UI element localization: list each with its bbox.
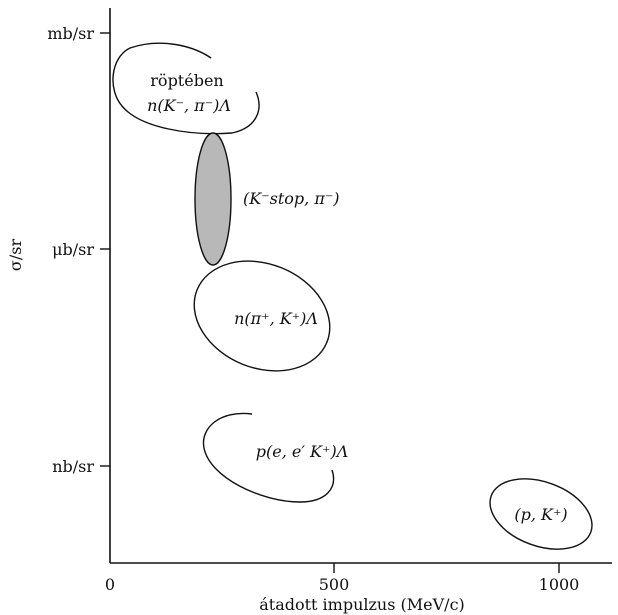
region-stopped-kaon-label: (K⁻stop, π⁻) [243,189,340,208]
x-axis-title: átadott impulzus (MeV/c) [259,595,465,614]
region-electroproduction [202,412,335,503]
region-pion-kaon-label: n(π⁺, K⁺)Λ [234,309,318,328]
region-stopped-kaon [194,132,232,266]
region-pion-kaon [193,260,331,372]
region-inflight-kaon-label-1: röptében [150,71,223,90]
region-proton-kaon-label: (p, K⁺) [514,505,567,524]
region-inflight-kaon-label-2: n(K⁻, π⁻)Λ [147,96,231,115]
region-proton-kaon [489,478,593,550]
region-inflight-kaon [112,42,260,135]
x-tick-label-500: 500 [319,575,350,594]
y-tick-label-nb: nb/sr [52,457,94,476]
x-tick-label-0: 0 [105,575,115,594]
y-tick-label-mb: mb/sr [47,24,94,43]
x-tick-label-1000: 1000 [539,575,580,594]
y-axis-title: σ/sr [6,239,25,272]
y-tick-label-ub: μb/sr [52,240,94,259]
region-electroproduction-label: p(e, e′ K⁺)Λ [256,442,349,461]
